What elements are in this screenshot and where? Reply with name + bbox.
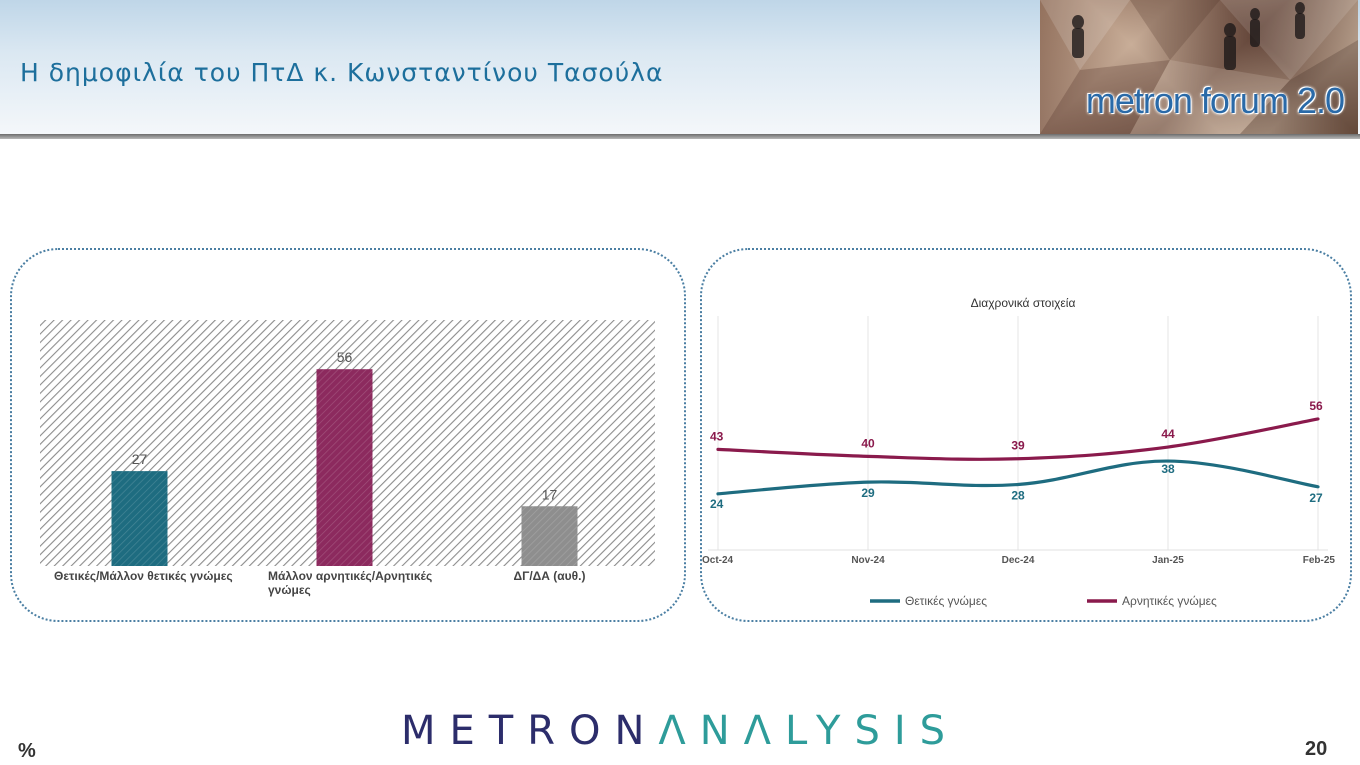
logo-background-image (1040, 0, 1358, 134)
bar-value-label: 17 (542, 486, 558, 502)
bar-category-label: ΔΓ/ΔΑ (αυθ.) (514, 569, 586, 583)
metron-analysis-logo: METRONΛNΛLYSIS (0, 708, 1360, 754)
x-tick-label: Oct-24 (702, 555, 734, 566)
series-line (716, 417, 1320, 461)
bar-texture (316, 369, 373, 566)
data-label: 29 (861, 486, 875, 500)
data-label: 56 (1309, 399, 1323, 413)
bar-value-label: 56 (337, 349, 353, 365)
bar-category-label: γνώμες (268, 583, 311, 597)
bar-chart-panel (10, 248, 686, 622)
bar-value-label: 27 (132, 451, 148, 467)
bar-category-label: Μάλλον αρνητικές/Αρνητικές (268, 569, 432, 583)
page-number: 20 (1305, 738, 1328, 760)
header-divider (0, 134, 1360, 139)
x-tick-label: Jan-25 (1152, 555, 1184, 566)
line-chart-panel (700, 248, 1352, 622)
bar-texture (521, 506, 578, 566)
page-title: Η δημοφιλία του ΠτΔ κ. Κωνσταντίνου Τασο… (20, 58, 664, 87)
data-label: 27 (1309, 491, 1323, 505)
data-label: 38 (1161, 462, 1175, 476)
data-label: 43 (710, 429, 724, 443)
data-label: 40 (861, 436, 875, 450)
forum-logo-text: metron forum 2.0 (1085, 80, 1345, 121)
legend-label: Αρνητικές γνώμες (1122, 594, 1217, 608)
unit-label: % (18, 740, 36, 762)
x-tick-label: Feb-25 (1303, 555, 1336, 566)
data-label: 28 (1011, 488, 1025, 502)
x-tick-label: Nov-24 (851, 555, 885, 566)
data-label: 44 (1161, 427, 1175, 441)
x-tick-label: Dec-24 (1002, 555, 1035, 566)
brand-part-metron: METRON (400, 708, 659, 754)
bar-texture (111, 471, 168, 566)
bar-category-label: Θετικές/Μάλλον θετικές γνώμες (54, 569, 233, 583)
series-line (716, 459, 1320, 496)
line-chart-title: Διαχρονικά στοιχεία (971, 296, 1076, 310)
data-label: 24 (710, 497, 724, 511)
legend-label: Θετικές γνώμες (905, 594, 987, 608)
data-label: 39 (1011, 439, 1025, 453)
brand-part-analysis: ΛNΛLYSIS (658, 708, 960, 754)
metron-forum-logo: metron forum 2.0 (1040, 0, 1358, 134)
